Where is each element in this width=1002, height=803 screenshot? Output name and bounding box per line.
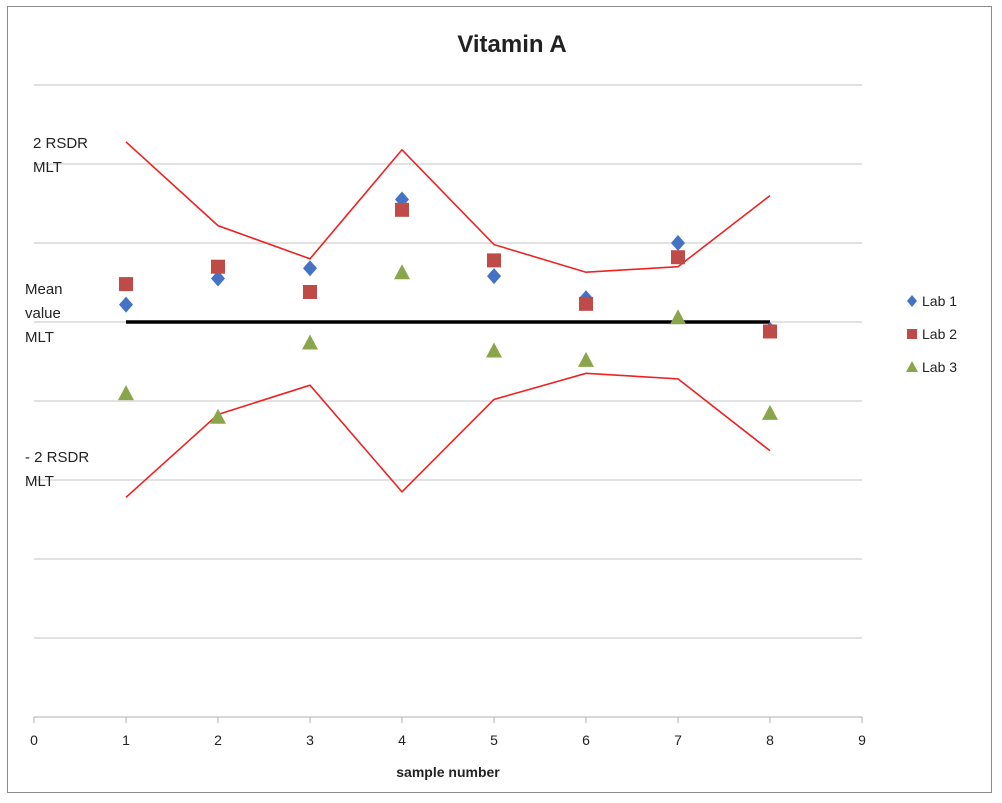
legend-swatch: [906, 361, 918, 372]
data-point: [762, 404, 778, 420]
x-tick-label: 4: [398, 732, 406, 748]
data-point: [211, 259, 225, 274]
x-tick-label: 3: [306, 732, 314, 748]
data-point: [487, 253, 501, 268]
chart-title: Vitamin A: [457, 31, 566, 58]
data-point: [302, 334, 318, 350]
annotation-label: - 2 RSDR MLT: [25, 449, 89, 490]
data-point: [118, 385, 134, 401]
legend-item: Lab 3: [906, 359, 957, 375]
data-point: [763, 324, 777, 339]
data-point: [119, 296, 133, 313]
data-point: [487, 268, 501, 285]
data-point: [486, 342, 502, 358]
x-axis: 0 1 2 3 4 5 6 7 8 9: [30, 716, 866, 748]
data-point: [210, 408, 226, 424]
upper-limit-line: [125, 141, 771, 274]
legend-label: Lab 1: [922, 293, 957, 309]
x-tick-label: 9: [858, 732, 866, 748]
x-tick-label: 1: [122, 732, 130, 748]
data-point: [670, 309, 686, 325]
data-point: [303, 284, 317, 299]
data-point: [303, 260, 317, 277]
legend-swatch: [907, 295, 917, 307]
legend-item: Lab 2: [907, 326, 957, 342]
legend-label: Lab 3: [922, 359, 957, 375]
x-tick-label: 5: [490, 732, 498, 748]
x-axis-title: sample number: [396, 764, 500, 780]
data-point: [119, 277, 133, 292]
lower-limit-line: [125, 372, 771, 498]
chart-frame: [7, 6, 992, 793]
data-point: [395, 202, 409, 217]
legend-item: Lab 1: [907, 293, 957, 309]
legend: Lab 1 Lab 2 Lab 3: [906, 293, 957, 375]
annotation-label: 2 RSDR MLT: [33, 135, 88, 176]
x-tick-label: 7: [674, 732, 682, 748]
x-tick-label: 6: [582, 732, 590, 748]
legend-label: Lab 2: [922, 326, 957, 342]
data-point: [671, 235, 685, 251]
annotations: 2 RSDR MLT Mean value MLT - 2 RSDR MLT: [25, 135, 89, 490]
legend-swatch: [907, 329, 917, 339]
data-point: [671, 250, 685, 265]
annotation-label: Mean value MLT: [25, 281, 63, 346]
reference-lines: [125, 141, 771, 498]
gridlines: [34, 84, 862, 639]
x-tick-label: 0: [30, 732, 38, 748]
data-point: [578, 351, 594, 367]
x-tick-label: 2: [214, 732, 222, 748]
data-markers: [118, 191, 778, 424]
data-point: [211, 270, 225, 287]
x-tick-label: 8: [766, 732, 774, 748]
data-point: [579, 296, 593, 311]
data-point: [394, 264, 410, 280]
